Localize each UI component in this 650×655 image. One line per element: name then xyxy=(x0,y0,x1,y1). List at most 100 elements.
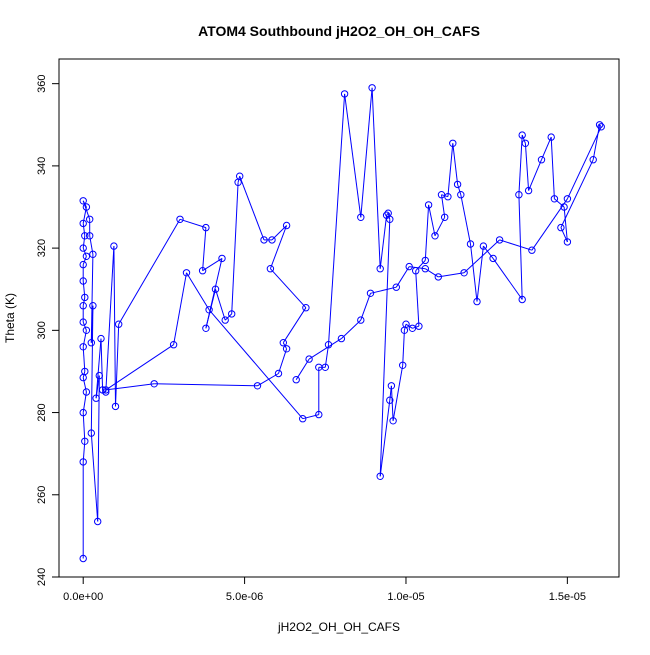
series-segment xyxy=(82,223,86,236)
x-tick-label: 0.0e+00 xyxy=(63,591,103,603)
plot-frame xyxy=(58,58,620,578)
data-point xyxy=(82,326,91,334)
data-point xyxy=(260,236,268,244)
data-point xyxy=(386,215,394,224)
series-segment xyxy=(239,176,265,241)
series-segment xyxy=(100,338,104,390)
data-point xyxy=(399,361,407,369)
series-segment xyxy=(476,246,484,302)
series-lines xyxy=(82,87,602,559)
data-point xyxy=(387,382,396,390)
data-point xyxy=(79,219,87,228)
data-point xyxy=(218,254,226,263)
data-point xyxy=(489,254,497,263)
data-point xyxy=(79,343,87,351)
data-point xyxy=(421,265,429,273)
series-segment xyxy=(202,227,207,271)
data-point xyxy=(431,232,439,240)
series-segment xyxy=(95,338,102,399)
data-point xyxy=(81,437,89,445)
data-point xyxy=(202,324,210,332)
data-point xyxy=(97,334,105,343)
data-point xyxy=(79,408,87,417)
data-point xyxy=(82,388,91,396)
data-point xyxy=(87,429,96,437)
series-segment xyxy=(328,93,346,345)
data-point xyxy=(115,320,123,328)
data-point xyxy=(557,223,565,232)
series-segment xyxy=(360,87,373,218)
series-segment xyxy=(395,266,410,288)
data-point xyxy=(444,193,452,201)
data-point xyxy=(182,269,191,277)
series-segment xyxy=(447,143,454,197)
series-segment xyxy=(392,365,404,421)
data-point xyxy=(518,295,526,304)
data-point xyxy=(357,316,365,324)
series-segment xyxy=(550,137,555,199)
x-axis-label: jH2O2_OH_OH_CAFS xyxy=(277,620,400,634)
data-point xyxy=(292,376,300,384)
series-segment xyxy=(82,235,86,249)
series-segment xyxy=(531,198,568,251)
series-segment xyxy=(470,243,478,302)
data-point xyxy=(89,250,97,259)
data-point xyxy=(424,201,433,209)
data-point xyxy=(437,191,446,199)
data-point xyxy=(473,297,481,306)
series-segment xyxy=(341,319,362,339)
series-segment xyxy=(82,377,87,393)
series-segment xyxy=(492,258,523,300)
series-segment xyxy=(379,400,391,477)
data-point xyxy=(169,341,178,349)
series-segment xyxy=(560,159,594,228)
data-point xyxy=(434,273,442,281)
series-segment xyxy=(499,239,533,251)
data-point xyxy=(340,90,349,98)
data-point xyxy=(110,242,118,250)
data-point xyxy=(102,388,110,396)
data-point xyxy=(266,265,275,273)
data-point xyxy=(89,302,97,310)
series-segment xyxy=(518,135,523,195)
data-point xyxy=(563,238,572,246)
data-point xyxy=(282,345,291,353)
y-tick-label: 280 xyxy=(36,403,48,421)
series-segment xyxy=(371,87,381,269)
data-point xyxy=(392,283,400,291)
series-segment xyxy=(82,346,86,372)
series-segment xyxy=(82,321,87,331)
data-point xyxy=(324,341,333,349)
data-point xyxy=(524,186,533,195)
data-point xyxy=(305,355,313,363)
series-segment xyxy=(231,182,239,314)
data-point xyxy=(81,232,89,240)
data-point xyxy=(302,304,310,312)
data-point xyxy=(518,131,526,139)
x-tick-label: 5.0e-06 xyxy=(226,591,263,603)
series-segment xyxy=(460,194,471,245)
data-point xyxy=(386,396,394,404)
series-segment xyxy=(224,313,233,321)
data-point xyxy=(315,410,323,419)
data-point xyxy=(528,246,536,254)
y-tick-label: 360 xyxy=(36,74,48,92)
series-segment xyxy=(360,293,371,321)
series-segment xyxy=(173,272,187,345)
data-point xyxy=(521,139,530,148)
series-segment xyxy=(425,268,439,278)
data-point xyxy=(337,334,346,343)
y-tick-label: 340 xyxy=(36,157,48,175)
series-segment xyxy=(405,323,413,329)
series-segment xyxy=(402,330,405,366)
series-segment xyxy=(592,124,601,160)
series-segment xyxy=(457,184,462,195)
data-point xyxy=(550,195,559,203)
data-point xyxy=(221,316,229,324)
data-point xyxy=(457,191,465,199)
series-segment xyxy=(118,219,181,325)
data-point xyxy=(595,121,604,129)
series-segment xyxy=(415,260,426,272)
series-segment xyxy=(215,289,226,321)
